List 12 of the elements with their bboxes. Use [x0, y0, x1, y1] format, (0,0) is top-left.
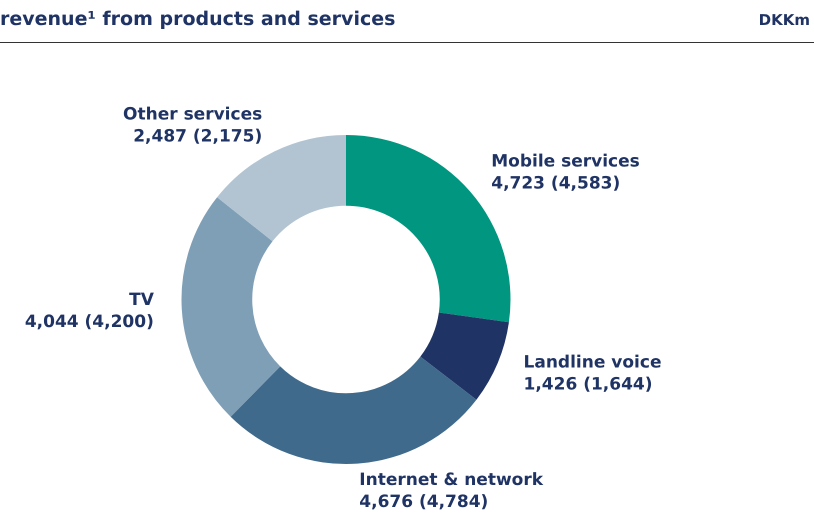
slice-label: TV: [129, 290, 155, 310]
data-label: 1,426 (1,644): [524, 374, 653, 394]
data-label: 2,487 (2,175): [133, 126, 262, 147]
chart-title: revenue¹ from products and services: [0, 8, 396, 30]
slice-label: Landline voice: [524, 352, 662, 372]
text: DKKm: [758, 11, 810, 29]
slice-label: Internet & network: [359, 470, 544, 490]
slice-label: Other services: [123, 104, 262, 125]
slice-label: Mobile services: [491, 152, 640, 172]
data-label: 4,723 (4,583): [491, 174, 620, 194]
data-label: 4,044 (4,200): [24, 312, 154, 332]
data-label: 4,676 (4,784): [359, 492, 488, 512]
